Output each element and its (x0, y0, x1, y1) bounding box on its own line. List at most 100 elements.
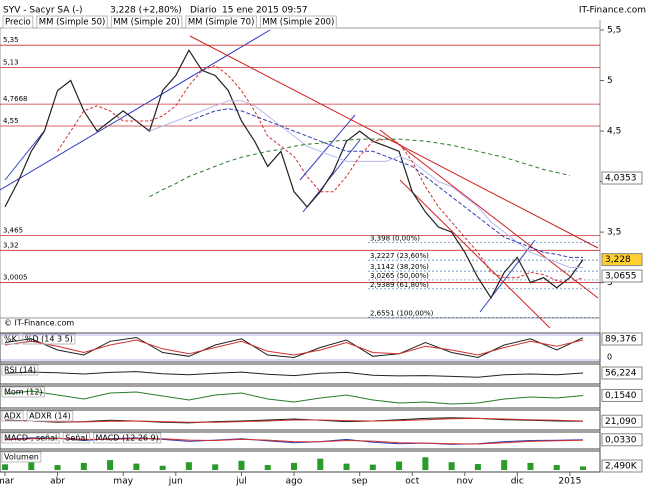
fib-label: 3,398 (0,00%) (370, 234, 420, 242)
legend-entry: MM (Simple 50) (39, 18, 106, 28)
panel-label-box (1, 410, 24, 422)
panel-badge (601, 332, 643, 346)
panel-badge-label: 0,0330 (605, 435, 637, 445)
legend-box (36, 15, 108, 29)
volume-bar (54, 465, 61, 470)
fib-label: 3,2227 (23,60%) (370, 252, 429, 260)
legend-entry: MM (Simple 20) (113, 18, 180, 28)
panel-frame (0, 363, 601, 385)
panel-label-box (22, 333, 76, 345)
legend-box (185, 15, 257, 29)
panel-label-box (1, 364, 39, 376)
panel-frame (0, 431, 601, 450)
price-line (188, 108, 583, 258)
volume-bar (133, 463, 140, 470)
panel-label-box (62, 432, 90, 444)
panel-badge (601, 433, 643, 447)
symbol: SYV - Sacyr SA (-) (3, 6, 83, 16)
volume-bar (212, 464, 219, 470)
panel-badge (601, 459, 643, 473)
y-tick-label: 3,5 (607, 228, 621, 238)
price-badge (601, 171, 643, 185)
panel-label: %D (14 3 5) (25, 335, 73, 344)
level-label: 3,32 (3, 241, 19, 249)
indicator-line (4, 390, 584, 405)
fib-label: 2,9389 (61,80%) (370, 281, 429, 289)
indicator-line (4, 371, 584, 378)
price-badge-label: 4,0353 (605, 174, 637, 184)
panel-badge-label: 56,224 (605, 369, 637, 379)
level-label: 4,7668 (3, 95, 28, 103)
legend-box (259, 15, 337, 29)
panel-label-box (1, 333, 20, 345)
panel-frame (0, 332, 601, 363)
panel-frame (0, 450, 601, 473)
volume-bar (2, 464, 8, 470)
y-tick-label: 5 (607, 76, 613, 86)
volume-bar (527, 462, 534, 470)
trendline (479, 239, 536, 313)
x-tick-label: jul (235, 477, 247, 487)
x-tick-label: sep (352, 477, 368, 487)
level-label: 4,55 (3, 117, 19, 125)
indicator-line (4, 336, 584, 359)
level-label: 3,0005 (3, 274, 28, 282)
panel-label-box (1, 451, 42, 463)
x-tick-label: mar (0, 477, 14, 487)
indicator-line (4, 437, 584, 445)
volume-bar (185, 462, 192, 470)
x-tick-label: oct (405, 477, 419, 487)
panel-badge (601, 414, 643, 428)
indicator-line (4, 339, 584, 356)
indicator-line (4, 417, 584, 423)
panel-label-box (92, 432, 162, 444)
panel-label: ADXR (14) (29, 412, 71, 421)
legend-box (110, 15, 183, 29)
panel-badge (601, 388, 643, 402)
price-line (149, 100, 583, 268)
volume-bar (28, 461, 35, 470)
panel-frame (0, 385, 601, 409)
x-tick-label: 2015 (558, 477, 581, 487)
date: 15 ene 2015 09:57 (222, 6, 308, 16)
price-badge-label: 3,228 (605, 255, 631, 265)
volume-bar (474, 464, 481, 470)
volume-bar (501, 460, 508, 470)
panel-label: RSI (14) (4, 366, 36, 375)
legend-entry: MM (Simple 70) (188, 18, 255, 28)
volume-bar (422, 457, 429, 470)
trendline (379, 129, 599, 299)
site: IT-Finance.com (579, 6, 646, 16)
x-tick-label: jun (168, 477, 183, 487)
legend-box (2, 15, 34, 29)
copyright: © IT-Finance.com (4, 319, 74, 328)
y-tick-label: 5,5 (607, 26, 621, 36)
fib-label: 3,1142 (38,20%) (370, 263, 429, 271)
price-badge (601, 253, 643, 267)
panel-label-box (1, 432, 60, 444)
panel-label: MACD (12 26 9) (95, 434, 158, 443)
fib-label: 3,0265 (50,00%) (370, 272, 429, 280)
trendline (399, 179, 551, 329)
volume-bar (580, 466, 586, 470)
legend-entry: MM (Simple 200) (262, 18, 334, 28)
period: Diario (190, 6, 217, 16)
volume-bar (553, 465, 560, 470)
volume-bar (291, 462, 297, 470)
panel-label-box (1, 386, 46, 398)
level-label: 5,13 (3, 58, 19, 66)
panel-label: ADX (4, 412, 22, 421)
price-line (4, 49, 584, 299)
level-label: 5,35 (3, 36, 19, 44)
volume-bar (396, 461, 403, 470)
volume-bar (369, 464, 376, 470)
panel-label: MACD-, señal (4, 434, 57, 443)
panel-badge-label: 0,1540 (605, 391, 637, 401)
panel-label: %K (4, 335, 18, 344)
panel-label: Señal (65, 434, 87, 443)
panel-label: Volumen (4, 453, 39, 462)
x-tick-label: nov (456, 477, 473, 487)
volume-bar (107, 460, 114, 470)
